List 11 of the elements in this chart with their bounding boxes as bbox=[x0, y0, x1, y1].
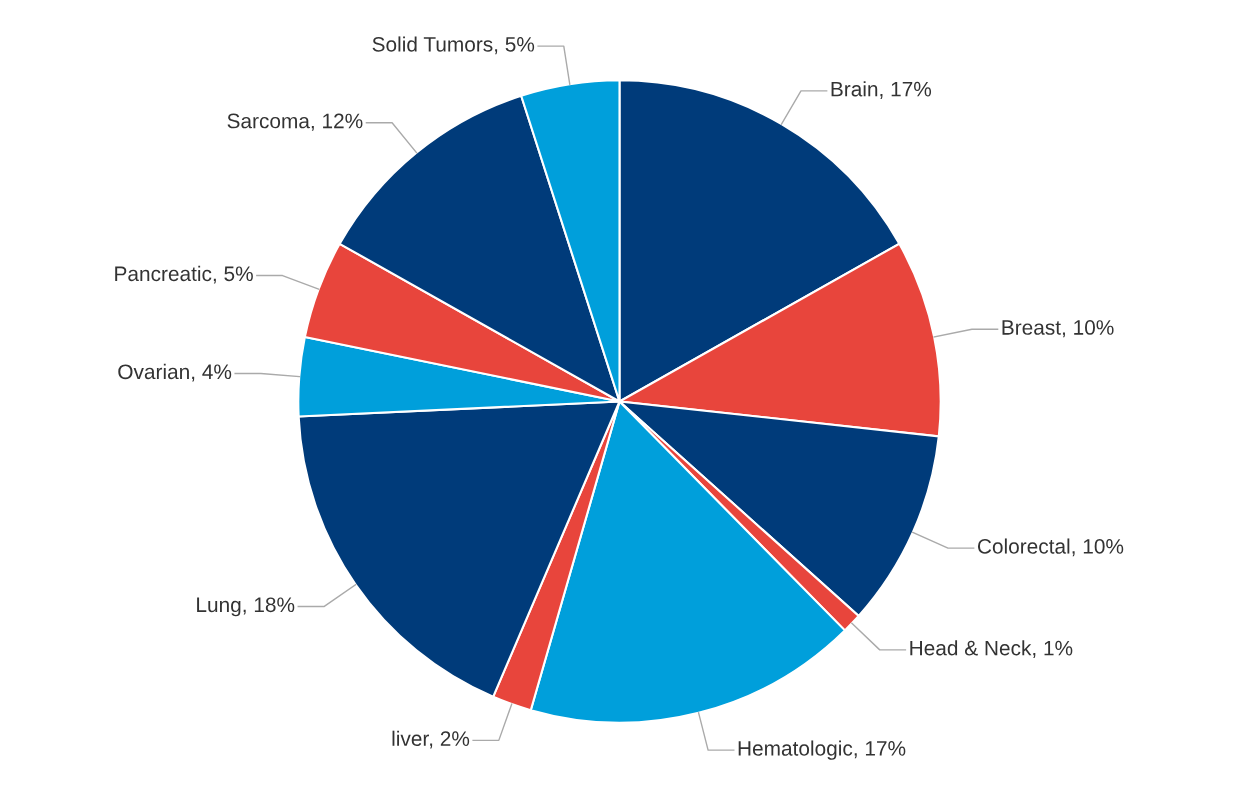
slice-label: liver, 2% bbox=[392, 730, 470, 749]
slice-label: Breast, 10% bbox=[1002, 320, 1114, 338]
slice-label: Colorectal, 10% bbox=[977, 538, 1124, 557]
slice-label: Lung, 18% bbox=[197, 597, 295, 617]
slice-label: Solid Tumors, 5% bbox=[372, 36, 535, 55]
slice-label: Head & Neck, 1% bbox=[910, 640, 1073, 658]
slice-label: Brain, 17% bbox=[831, 81, 932, 99]
slice-label: Sarcoma, 12% bbox=[227, 113, 363, 131]
slice-label: Hematologic, 17% bbox=[738, 740, 906, 760]
slice-label: Ovarian, 4% bbox=[118, 363, 232, 382]
slice-label: Pancreatic, 5% bbox=[115, 265, 253, 284]
